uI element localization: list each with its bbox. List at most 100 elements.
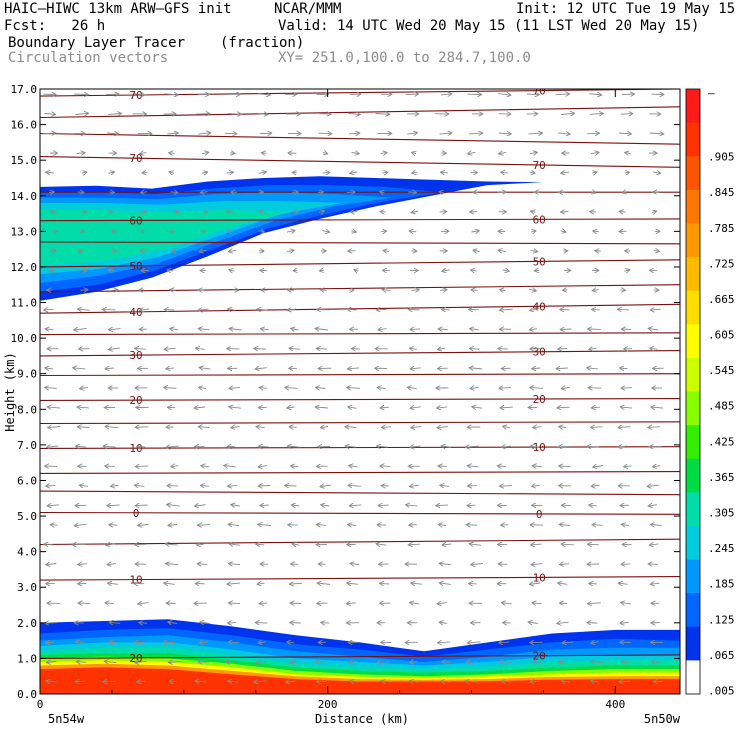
- vector-arrow: [558, 133, 570, 134]
- vector-arrow: [80, 387, 89, 388]
- vector-arrow: [592, 309, 600, 310]
- vector-arrow: [287, 250, 294, 251]
- vector-arrow: [292, 505, 300, 506]
- vector-arrow: [230, 153, 234, 154]
- colorbar-label: –: [708, 87, 715, 100]
- vector-arrow: [410, 329, 421, 330]
- plot-frame: [39, 88, 681, 695]
- vector-arrow: [195, 505, 206, 506]
- vector-arrow: [291, 211, 299, 212]
- colorbar: – .905 .845 .785 .725 .665 .605 .545 .485 .425 .36…: [685, 87, 735, 697]
- vector-arrow: [411, 368, 421, 369]
- vector-arrow: [379, 505, 389, 506]
- cross-section-endpoints: XY= 251.0,100.0 to 284.7,100.0: [278, 50, 531, 66]
- vector-arrow: [589, 583, 598, 584]
- temperature-contour: [40, 106, 680, 119]
- vector-arrow: [348, 113, 360, 114]
- vector-arrow: [256, 544, 265, 545]
- vector-arrow: [441, 172, 448, 173]
- vector-arrow: [137, 681, 147, 682]
- vector-arrow: [164, 388, 177, 389]
- vector-arrow: [323, 152, 327, 153]
- vector-arrow: [589, 388, 602, 389]
- vector-arrow: [592, 525, 603, 526]
- vector-arrow: [407, 133, 417, 134]
- vector-arrow: [196, 681, 207, 682]
- vector-arrow: [77, 407, 89, 408]
- vector-arrow: [533, 427, 542, 428]
- vector-arrow: [256, 623, 268, 624]
- vector-arrow: [442, 544, 452, 545]
- colorbar-label: .905: [708, 151, 735, 164]
- vector-arrow: [531, 544, 542, 545]
- vector-arrow: [436, 505, 449, 506]
- vector-arrow: [442, 270, 450, 271]
- vector-arrow: [470, 387, 479, 388]
- vector-arrow: [653, 466, 661, 467]
- vector-arrow: [292, 544, 300, 545]
- vector-arrow: [262, 153, 267, 154]
- vector-arrow: [82, 172, 87, 173]
- vector-arrow: [76, 446, 86, 447]
- vector-arrow: [618, 133, 631, 134]
- vector-arrow: [561, 329, 572, 330]
- vector-arrow: [468, 152, 476, 154]
- vector-arrow: [354, 270, 358, 271]
- vector-arrow: [621, 388, 632, 389]
- vector-arrow: [560, 309, 570, 310]
- vector-arrow: [347, 603, 357, 604]
- colorbar-label: .485: [708, 400, 735, 413]
- tracer-region-upper-4: [40, 210, 292, 266]
- vector-arrow: [349, 661, 358, 663]
- vector-arrow: [382, 681, 392, 682]
- vector-arrow: [167, 505, 180, 507]
- vector-arrow: [167, 133, 177, 134]
- vector-arrow: [349, 133, 359, 134]
- vector-arrow: [348, 524, 357, 525]
- vector-arrow: [259, 133, 271, 134]
- vector-arrow: [260, 388, 268, 389]
- vector-arrow: [440, 485, 449, 486]
- vector-arrow: [412, 153, 416, 154]
- vector-arrow: [45, 368, 53, 369]
- vector-arrow: [142, 172, 148, 173]
- vector-arrow: [46, 172, 55, 173]
- vector-arrow: [256, 113, 267, 114]
- vector-arrow: [587, 368, 598, 369]
- vector-arrow: [651, 407, 664, 408]
- vector-arrow: [256, 427, 265, 428]
- vector-arrow: [258, 583, 265, 584]
- y-tick-label: 3.0: [17, 581, 37, 594]
- vector-arrow: [618, 446, 627, 447]
- y-tick-label: 0.0: [17, 688, 37, 701]
- vector-arrow: [106, 426, 119, 427]
- vector-arrow: [108, 564, 117, 565]
- temperature-contour: [40, 421, 680, 425]
- vector-arrow: [77, 662, 87, 663]
- vector-arrow: [562, 681, 570, 682]
- colorbar-swatch: [686, 458, 700, 493]
- vector-arrow: [140, 153, 147, 154]
- vector-arrow: [170, 192, 178, 193]
- vector-arrow: [530, 446, 539, 447]
- y-tick-label: 13.0: [11, 225, 38, 238]
- vector-arrow: [412, 172, 417, 173]
- forecast-hour: Fcst: 26 h: [4, 18, 106, 34]
- vector-arrow: [438, 348, 446, 349]
- vector-arrow: [229, 524, 240, 525]
- vector-arrow: [620, 368, 628, 369]
- temperature-contour: [40, 654, 680, 659]
- vector-arrow: [588, 603, 601, 604]
- vector-arrow: [42, 133, 55, 134]
- colorbar-swatch: [686, 391, 700, 426]
- vector-arrow: [470, 329, 479, 330]
- vector-arrow: [76, 153, 85, 154]
- vector-arrow: [291, 603, 302, 604]
- vector-arrow: [377, 446, 388, 447]
- vector-arrow: [560, 603, 568, 604]
- vector-arrow: [528, 133, 543, 134]
- vector-arrow: [440, 622, 447, 623]
- vector-arrow: [228, 485, 238, 486]
- vector-arrow: [318, 583, 331, 584]
- contour-label: 60: [533, 213, 546, 226]
